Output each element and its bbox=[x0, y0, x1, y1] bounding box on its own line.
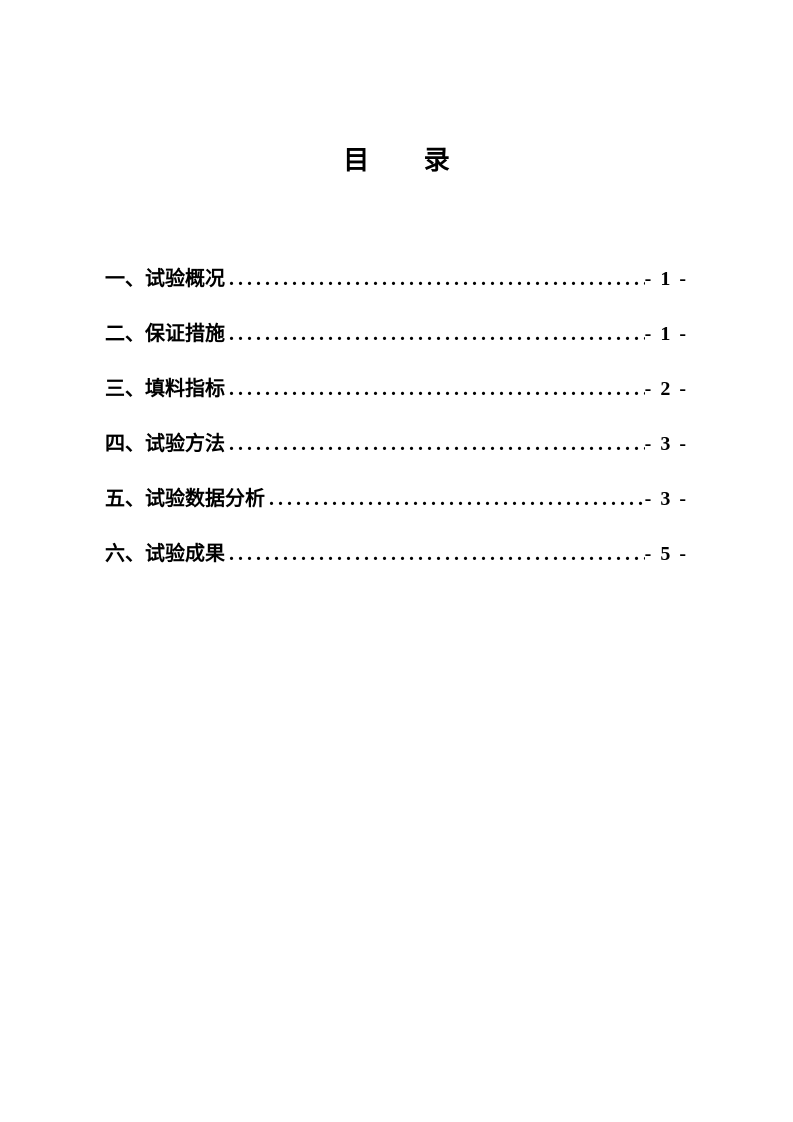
toc-list: 一、试验概况 - 1 - 二、保证措施 - 1 - 三、填料指标 - 2 - 四… bbox=[105, 262, 688, 566]
toc-dots bbox=[225, 433, 645, 456]
toc-dots bbox=[225, 323, 645, 346]
toc-item-label: 一、试验概况 bbox=[105, 262, 225, 291]
toc-item-label: 二、保证措施 bbox=[105, 317, 225, 346]
toc-item-page: - 1 - bbox=[645, 323, 688, 346]
toc-item-page: - 1 - bbox=[645, 268, 688, 291]
toc-item: 六、试验成果 - 5 - bbox=[105, 537, 688, 566]
toc-item-page: - 3 - bbox=[645, 488, 688, 511]
page-title: 目 录 bbox=[105, 140, 688, 177]
toc-item: 二、保证措施 - 1 - bbox=[105, 317, 688, 346]
toc-dots bbox=[225, 543, 645, 566]
toc-item-page: - 5 - bbox=[645, 543, 688, 566]
toc-item: 四、试验方法 - 3 - bbox=[105, 427, 688, 456]
toc-item: 一、试验概况 - 1 - bbox=[105, 262, 688, 291]
toc-item: 五、试验数据分析 - 3 - bbox=[105, 482, 688, 511]
toc-item-label: 五、试验数据分析 bbox=[105, 482, 265, 511]
toc-item-label: 三、填料指标 bbox=[105, 372, 225, 401]
toc-dots bbox=[225, 378, 645, 401]
toc-item-page: - 3 - bbox=[645, 433, 688, 456]
toc-dots bbox=[225, 268, 645, 291]
toc-item-label: 六、试验成果 bbox=[105, 537, 225, 566]
toc-item-label: 四、试验方法 bbox=[105, 427, 225, 456]
toc-item-page: - 2 - bbox=[645, 378, 688, 401]
toc-dots bbox=[265, 488, 645, 511]
page-content: 目 录 一、试验概况 - 1 - 二、保证措施 - 1 - 三、填料指标 - 2… bbox=[0, 0, 793, 566]
toc-item: 三、填料指标 - 2 - bbox=[105, 372, 688, 401]
